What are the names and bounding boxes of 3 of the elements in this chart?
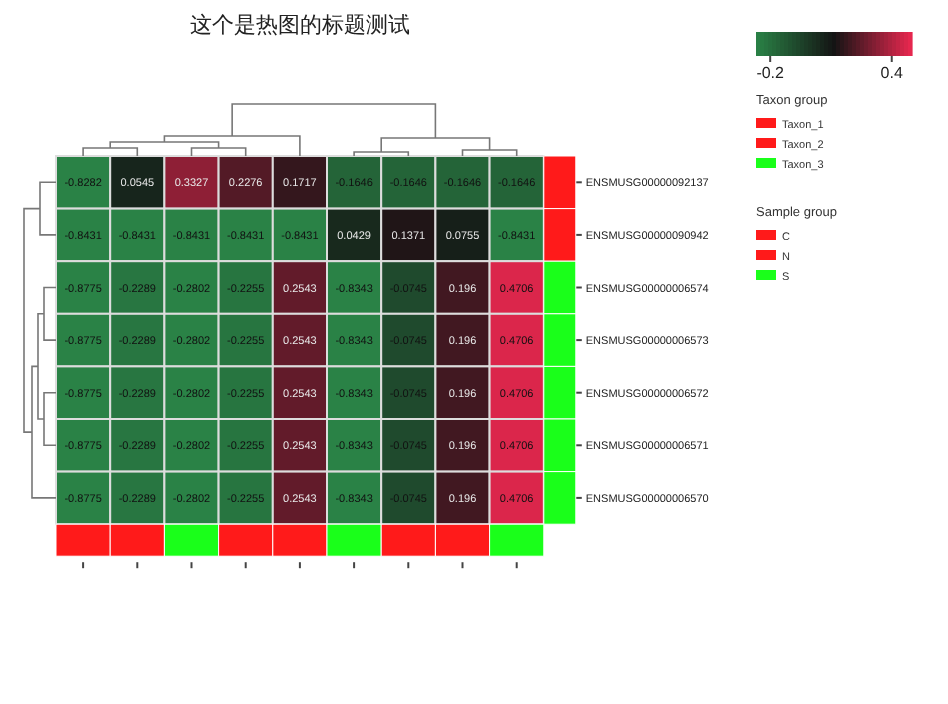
- color-bar-label: -0.2: [756, 64, 786, 82]
- chart-title: 这个是热图的标题测试: [190, 12, 410, 38]
- color-bar-label: 0.4: [880, 64, 904, 82]
